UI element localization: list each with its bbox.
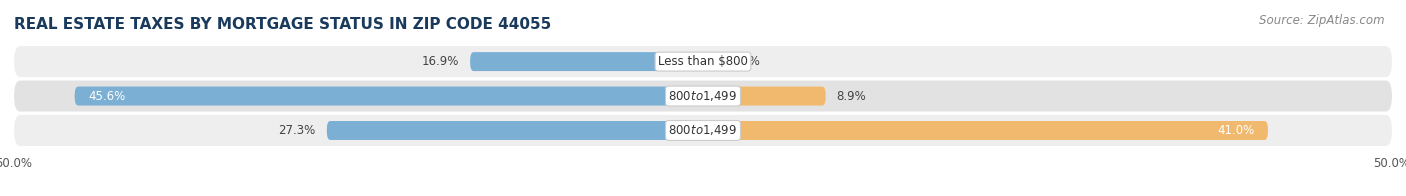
Text: 16.9%: 16.9% [422, 55, 460, 68]
FancyBboxPatch shape [470, 52, 703, 71]
FancyBboxPatch shape [14, 46, 1392, 77]
FancyBboxPatch shape [703, 87, 825, 105]
FancyBboxPatch shape [14, 115, 1392, 146]
FancyBboxPatch shape [703, 121, 1268, 140]
Text: 45.6%: 45.6% [89, 90, 125, 103]
FancyBboxPatch shape [703, 52, 720, 71]
Text: 1.2%: 1.2% [731, 55, 761, 68]
Text: $800 to $1,499: $800 to $1,499 [668, 123, 738, 137]
Text: $800 to $1,499: $800 to $1,499 [668, 89, 738, 103]
Text: Less than $800: Less than $800 [658, 55, 748, 68]
FancyBboxPatch shape [14, 81, 1392, 112]
Legend: Without Mortgage, With Mortgage: Without Mortgage, With Mortgage [578, 195, 828, 196]
Text: 8.9%: 8.9% [837, 90, 866, 103]
Text: 41.0%: 41.0% [1218, 124, 1254, 137]
FancyBboxPatch shape [75, 87, 703, 105]
Text: 27.3%: 27.3% [278, 124, 316, 137]
Text: Source: ZipAtlas.com: Source: ZipAtlas.com [1260, 14, 1385, 27]
Text: REAL ESTATE TAXES BY MORTGAGE STATUS IN ZIP CODE 44055: REAL ESTATE TAXES BY MORTGAGE STATUS IN … [14, 17, 551, 33]
FancyBboxPatch shape [326, 121, 703, 140]
